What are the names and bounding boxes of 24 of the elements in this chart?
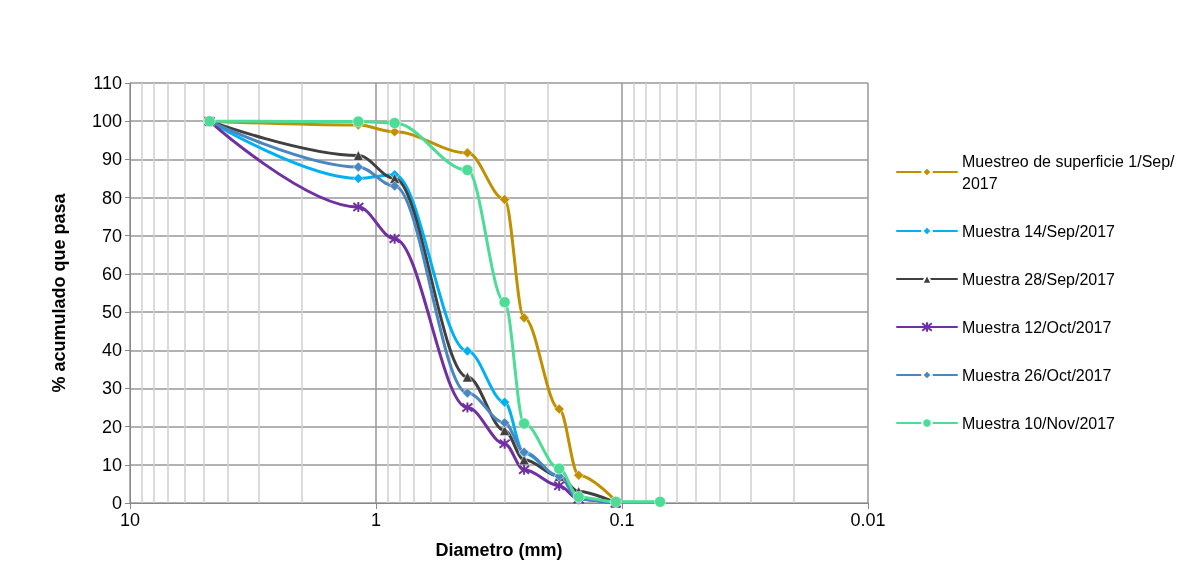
y-tick-label: 20 bbox=[101, 416, 122, 437]
y-tick-label: 40 bbox=[101, 340, 122, 361]
y-tick-label: 10 bbox=[101, 454, 122, 475]
x-tick-label: 10 bbox=[119, 510, 141, 530]
legend-label: Muestra 14/Sep/2017 bbox=[962, 222, 1116, 240]
x-tick-label: 0.01 bbox=[850, 510, 886, 530]
y-tick-label: 0 bbox=[111, 493, 122, 513]
y-tick-label: 90 bbox=[101, 149, 122, 170]
legend-label: Muestra 10/Nov/2017 bbox=[962, 414, 1116, 432]
y-tick-label: 50 bbox=[101, 302, 122, 323]
x-tick-label: 1 bbox=[370, 510, 382, 530]
legend-label: Muestra 26/Oct/2017 bbox=[962, 366, 1112, 384]
y-axis-title: % acumulado que pasa bbox=[49, 192, 69, 393]
x-axis-title: Diametro (mm) bbox=[435, 540, 563, 560]
x-tick-label: 0.1 bbox=[609, 510, 635, 530]
y-tick-label: 30 bbox=[101, 378, 122, 399]
legend-label: Muestra 28/Sep/2017 bbox=[962, 270, 1116, 288]
y-tick-label: 110 bbox=[93, 73, 122, 93]
y-tick-label: 100 bbox=[91, 111, 122, 132]
y-tick-label: 60 bbox=[101, 263, 122, 284]
legend-label: Muestra 12/Oct/2017 bbox=[962, 318, 1112, 336]
y-tick-label: 70 bbox=[101, 225, 122, 246]
y-tick-label: 80 bbox=[101, 187, 122, 208]
legend-label: Muestreo de superficie 1/Sep/2017 bbox=[962, 152, 1176, 192]
